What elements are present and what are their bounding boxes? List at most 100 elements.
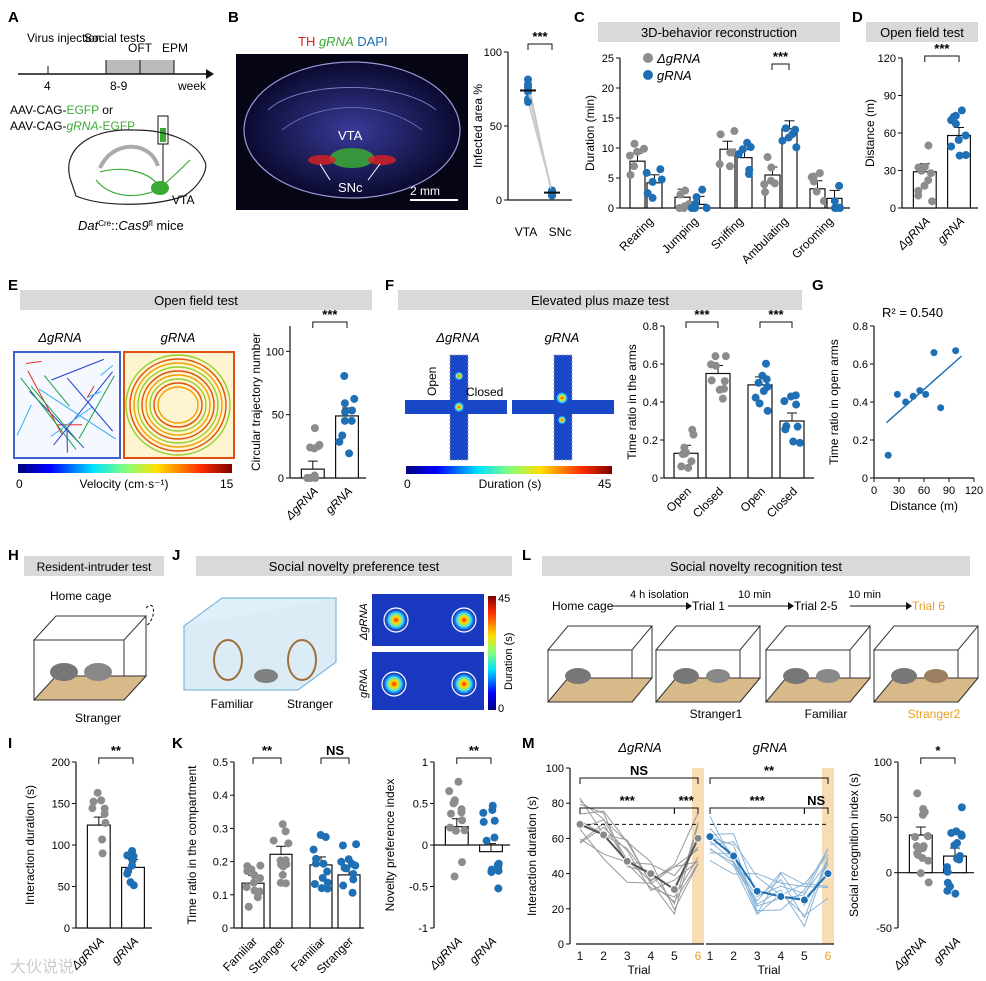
- e-data-point: [348, 406, 357, 415]
- a-syringe-fill: [160, 128, 166, 142]
- e-y-tick-label: 100: [266, 346, 284, 358]
- c-y-tick-label: 10: [602, 143, 614, 155]
- a-projection-2: [99, 168, 161, 189]
- panel-d: Open field test 0 30 60 90 120 Distance (m) Δg…: [863, 22, 978, 253]
- l-banner-text: Social novelty recognition test: [670, 559, 842, 574]
- g-y-tick-label: 0: [862, 473, 868, 485]
- d-data-point: [947, 116, 956, 125]
- m1-sig-label: ***: [679, 793, 695, 808]
- k1-y-tick-label: 0.3: [213, 823, 228, 835]
- watermark: 大伙说说: [10, 958, 74, 976]
- c-data-point: [633, 147, 642, 156]
- k2-data-point: [450, 872, 459, 881]
- l-partner-mouse: [706, 669, 730, 683]
- e-y-axis-label: Circular trajectory number: [249, 333, 263, 471]
- k2-data-point: [458, 816, 467, 825]
- m-title-left: ΔgRNA: [617, 740, 661, 755]
- e-path-control: [30, 386, 82, 445]
- e-data-point: [335, 437, 344, 446]
- m2-data-point: [957, 803, 966, 812]
- m2-sig-bracket: [920, 757, 956, 764]
- c-data-point: [815, 169, 824, 178]
- c-data-point: [656, 165, 665, 174]
- c-sig-label: ***: [773, 49, 789, 64]
- j-colorbar: [488, 596, 496, 710]
- e-cbar-max: 15: [220, 477, 234, 491]
- e-data-point: [304, 474, 313, 482]
- e-path-control: [66, 377, 114, 432]
- m2-data-point: [943, 886, 952, 895]
- e-data-point: [310, 444, 319, 453]
- c-banner: [598, 22, 840, 42]
- k2-data-point: [479, 808, 488, 817]
- m2-chart: -50 0 50 100 Social recognition index (s) ΔgR…: [847, 743, 974, 973]
- k2-data-point: [487, 867, 496, 876]
- k1-data-point: [323, 878, 332, 887]
- k1-data-point: [281, 827, 290, 836]
- b-snc-pointer-r: [367, 163, 381, 181]
- k2-data-point: [457, 858, 466, 867]
- k1-y-tick-label: 0.1: [213, 890, 228, 902]
- m2-y-tick-label: 100: [874, 757, 892, 769]
- c-legend-label: ΔgRNA: [656, 51, 700, 66]
- k2-data-point: [446, 809, 455, 818]
- k2-data-point: [482, 836, 491, 845]
- k1-data-point: [338, 841, 347, 850]
- a-brain-outline: [68, 129, 207, 205]
- l-step-isolation: 4 h isolation: [630, 589, 689, 601]
- m1-x-tick-label: 1: [577, 949, 584, 963]
- d-x-tick-label: ΔgRNA: [894, 214, 933, 253]
- c-y-tick-label: 25: [602, 53, 614, 65]
- k2-x-tick-label: gRNA: [467, 934, 500, 967]
- f-hotspot-4: [557, 415, 567, 425]
- a-vta-label: VTA: [172, 193, 194, 207]
- g-x-tick-label: 90: [943, 485, 955, 497]
- k1-data-point: [256, 874, 265, 883]
- b-y-tick-label: 100: [484, 47, 502, 59]
- b-inner-contour: [281, 107, 423, 131]
- f-hotspot-1: [453, 401, 465, 413]
- k1-sig-label: NS: [326, 743, 344, 758]
- m1-sig-bracket: [579, 807, 675, 814]
- m1-x-tick-label: 5: [801, 949, 808, 963]
- b-snc-label: SNc: [338, 180, 363, 195]
- m1-mean-point: [705, 832, 715, 842]
- f-data-point: [789, 437, 798, 446]
- l-stranger1: Stranger1: [690, 707, 743, 721]
- c-data-point: [725, 162, 734, 171]
- d-banner-text: Open field test: [880, 25, 964, 40]
- e-colorbar: [18, 464, 232, 473]
- m1-individual-trace: [579, 822, 699, 898]
- e-path-control: [86, 391, 102, 398]
- k1-y-tick-label: 0.5: [213, 757, 228, 769]
- e-data-point: [340, 399, 349, 408]
- l-cage-top: [654, 625, 762, 651]
- m1-y-tick-label: 60: [552, 833, 564, 845]
- j-test-mouse: [254, 669, 278, 683]
- f-y-axis-label: Time ratio in the arms: [625, 344, 639, 460]
- m1-y-axis-label: Interaction duration (s): [525, 796, 539, 916]
- e-heat-title-right: gRNA: [161, 330, 196, 345]
- d-y-tick-label: 60: [884, 128, 896, 140]
- l-familiar: Familiar: [805, 707, 848, 721]
- c-x-tick-label: Jumping: [659, 214, 701, 256]
- f-data-point: [720, 377, 729, 386]
- e-data-point: [310, 471, 319, 480]
- k1-sig-label: **: [262, 743, 273, 758]
- f-banner: [398, 290, 802, 310]
- panel-label-b: B: [228, 9, 239, 26]
- m2-data-point: [923, 832, 932, 841]
- g-x-tick-label: 30: [893, 485, 905, 497]
- m1-individual-trace: [709, 841, 829, 896]
- f-cbar-min: 0: [404, 477, 411, 491]
- panel-label-i: I: [8, 735, 12, 752]
- m1-x-tick-label: 6: [695, 949, 702, 963]
- c-data-point: [639, 144, 648, 153]
- k1-data-point: [318, 873, 327, 882]
- g-x-tick-label: 60: [918, 485, 930, 497]
- c-data-point: [643, 189, 652, 198]
- f-data-point: [689, 430, 698, 439]
- f-data-point: [718, 394, 727, 403]
